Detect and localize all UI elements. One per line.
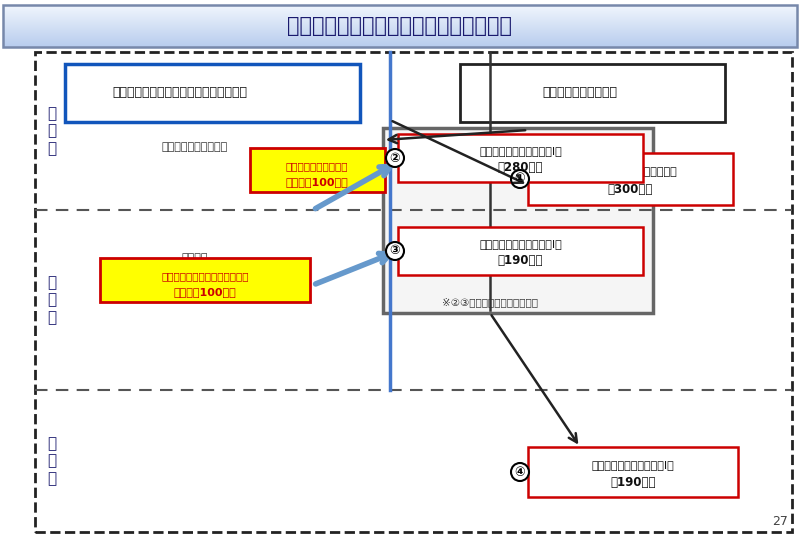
Text: 【190点】: 【190点】 [498,254,543,267]
Text: ①: ① [514,173,526,185]
Bar [3,30,797,31]
Bar [3,33,797,34]
Text: 【300点】: 【300点】 [608,183,653,196]
Bar [3,9,797,10]
Bar [3,21,797,22]
Bar [65,64,360,122]
Bar [3,27,797,28]
Circle shape [386,242,404,260]
Text: 27: 27 [772,515,788,528]
Bar [528,447,738,497]
Text: 退
院
後: 退 院 後 [47,436,57,486]
Text: ②: ② [390,151,400,164]
Bar [3,39,797,40]
Bar [3,34,797,35]
Bar [528,153,733,205]
Circle shape [511,170,529,188]
Bar [398,227,643,275]
Text: 手術を実施する病院（歯科がない場合）: 手術を実施する病院（歯科がない場合） [113,86,247,100]
Bar [3,22,797,23]
Circle shape [386,149,404,167]
Text: ④: ④ [514,465,526,478]
Bar [3,19,797,20]
Text: 【190点】: 【190点】 [610,476,656,488]
Bar [3,42,797,43]
Text: 【医：＋100点】: 【医：＋100点】 [286,177,348,187]
Text: ③: ③ [390,245,400,257]
Bar [3,18,797,19]
Text: 周術期における口腔機能管理のイメージ: 周術期における口腔機能管理のイメージ [287,16,513,36]
Bar [3,20,797,21]
Bar [3,7,797,8]
Text: 【280点】: 【280点】 [498,161,543,174]
Bar [3,14,797,15]
Bar [3,29,797,30]
Text: 周術期口腔機能管理料（Ⅰ）: 周術期口腔機能管理料（Ⅰ） [479,239,562,249]
Text: （手術）: （手術） [182,253,208,263]
Bar [3,25,797,26]
Bar [3,35,797,36]
Text: 歯科医療機関連携加算: 歯科医療機関連携加算 [286,161,348,171]
Bar [3,28,797,29]
Bar [3,43,797,44]
Bar [3,41,797,42]
Text: 【医：＋100点】: 【医：＋100点】 [174,287,236,297]
Bar [3,26,797,27]
Text: 周術期口腔機能管理料（Ⅰ）: 周術期口腔機能管理料（Ⅰ） [479,146,562,156]
Text: 周術期口腔機能管理後手術加算: 周術期口腔機能管理後手術加算 [162,271,249,281]
Bar [3,5,797,47]
Bar [3,36,797,37]
Bar [3,44,797,45]
Bar [3,5,797,6]
Bar [3,23,797,24]
Bar [3,32,797,33]
Text: ※②③は歯科訪問診療での対応: ※②③は歯科訪問診療での対応 [442,297,538,307]
Bar [35,52,792,532]
Bar [3,15,797,16]
Bar [3,13,797,14]
Bar [3,6,797,7]
Bar [3,10,797,11]
Text: 連携する歯科医療機関: 連携する歯科医療機関 [542,86,618,100]
Bar [250,148,385,192]
Text: 入
院
中: 入 院 中 [47,275,57,325]
Bar [3,37,797,38]
Bar [398,134,643,182]
Text: 入
院
前: 入 院 前 [47,106,57,156]
Bar [3,16,797,17]
Bar [3,38,797,39]
Bar [3,46,797,47]
Text: 周術期口腔機能管理計画策定料: 周術期口腔機能管理計画策定料 [584,167,677,177]
Bar [3,24,797,25]
Bar [3,17,797,18]
Bar [3,8,797,9]
Bar [383,128,653,313]
Bar [3,45,797,46]
Bar [3,40,797,41]
Bar [460,64,725,122]
Circle shape [511,463,529,481]
Bar [3,11,797,12]
Text: 周術期口腔機能管理料（Ⅰ）: 周術期口腔機能管理料（Ⅰ） [592,460,674,470]
Text: （手術を実施する科）: （手術を実施する科） [162,142,228,152]
Bar [3,12,797,13]
Bar [3,31,797,32]
Bar [100,258,310,302]
